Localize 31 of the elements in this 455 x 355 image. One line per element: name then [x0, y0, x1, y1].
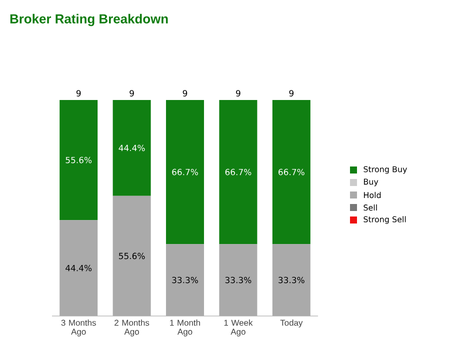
- bar: [272, 100, 310, 244]
- x-tick-label: 1 Week Ago: [224, 320, 253, 336]
- x-tick-label: 1 Month Ago: [170, 320, 200, 336]
- annotation: 9: [289, 90, 294, 96]
- data-label: 44.4%: [118, 144, 145, 152]
- data-label: 66.7%: [278, 168, 304, 176]
- data-label: 33.3%: [225, 276, 252, 284]
- data-label: 66.7%: [225, 168, 252, 176]
- annotation: 9: [182, 90, 188, 96]
- data-label: 44.4%: [66, 264, 92, 272]
- data-label: 66.7%: [172, 168, 198, 176]
- bar: [112, 196, 151, 316]
- annotation: 9: [236, 90, 240, 96]
- x-tick-label: 2 Months Ago: [114, 320, 150, 336]
- data-label: 55.6%: [66, 156, 92, 164]
- bar: [166, 100, 204, 244]
- data-label: 33.3%: [172, 276, 198, 284]
- x-tick-label: Today: [280, 320, 303, 328]
- bar: [60, 100, 98, 220]
- bar: [219, 244, 258, 316]
- data-label: 55.6%: [119, 252, 145, 260]
- bar: [166, 244, 204, 316]
- data-label: 33.3%: [278, 276, 304, 284]
- annotation: 9: [76, 90, 81, 96]
- bar: [112, 100, 151, 196]
- bar: [219, 100, 258, 244]
- bar: [272, 244, 310, 316]
- annotation: 9: [130, 90, 134, 96]
- bar: [60, 220, 98, 316]
- chart-title: Broker Rating Breakdown: [10, 14, 168, 26]
- x-tick-label: 3 Months Ago: [61, 320, 96, 336]
